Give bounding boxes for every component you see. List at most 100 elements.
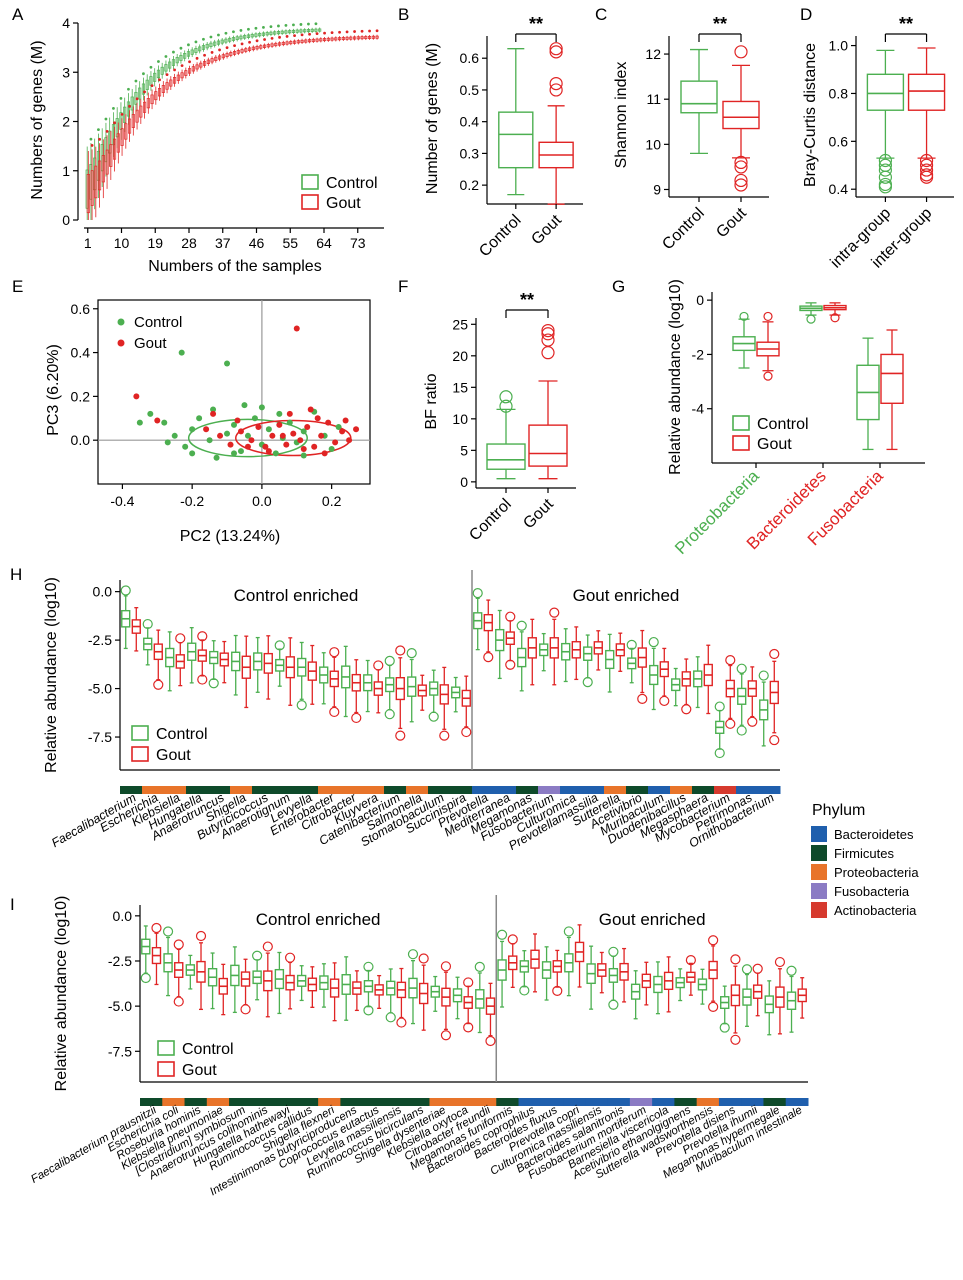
taxon-box-control (207, 952, 218, 1010)
legend-label-gout: Gout (326, 195, 361, 212)
taxon-box-control (648, 636, 659, 711)
section-label-control: Control enriched (256, 910, 381, 929)
rarefaction-box (183, 53, 187, 59)
rarefaction-box (310, 28, 314, 32)
rarefaction-outlier (210, 51, 214, 54)
rarefaction-box (300, 39, 304, 43)
taxon-box-gout (507, 934, 518, 988)
phylum-bar-segment (607, 1098, 631, 1106)
rarefaction-outlier (240, 42, 244, 46)
scatter-point-control (237, 448, 244, 455)
rarefaction-outlier (217, 33, 220, 37)
outlier-point (608, 999, 619, 1010)
scatter-point-control (231, 450, 237, 457)
scatter-point-gout (248, 437, 255, 444)
outlier-point (296, 700, 307, 711)
rarefaction-outlier (248, 40, 251, 44)
phylum-bar-segment (251, 1098, 275, 1106)
panel-c: C 9 10 11 12 Control Gout ** Shannon index (595, 5, 769, 253)
outlier-point (463, 1022, 474, 1033)
scatter-point-control (196, 415, 203, 422)
rarefaction-box (360, 36, 364, 40)
outlier-point (541, 324, 555, 338)
phylum-bar-segment (273, 1098, 297, 1106)
outlier-point (485, 1035, 496, 1047)
scatter-point-gout (283, 441, 290, 448)
rarefaction-outlier (330, 31, 334, 35)
outlier-point (708, 935, 719, 946)
rarefaction-box (225, 53, 229, 57)
taxon-box-control (274, 640, 285, 687)
taxon-box-gout (619, 947, 629, 1003)
tick-label: 0.4 (829, 181, 849, 197)
outlier-point (252, 950, 263, 961)
rarefaction-box (375, 35, 379, 39)
rarefaction-box (101, 155, 105, 183)
rarefaction-box (319, 38, 323, 42)
rarefaction-box (165, 82, 169, 90)
box-iqr (498, 111, 534, 169)
rarefaction-box (240, 49, 244, 53)
box-iqr (680, 80, 718, 114)
scatter-point-control (244, 432, 251, 439)
tick-label: 0.6 (829, 133, 849, 149)
panel-i: I 0.0 -2.5 -5.0 -7.5 Control enriched Gout enr… (10, 895, 809, 1198)
phylum-swatch-fusobacteria (811, 883, 827, 899)
rarefaction-box (156, 69, 160, 79)
outlier-point (919, 163, 934, 177)
outlier-point (734, 173, 748, 188)
phylum-bar-segment (252, 786, 275, 794)
outlier-point (786, 965, 797, 976)
phylum-bar-segment (604, 786, 627, 794)
taxon-box-gout (439, 666, 450, 741)
rarefaction-box (124, 123, 128, 140)
outlier-point (274, 640, 285, 651)
rarefaction-outlier (179, 46, 183, 50)
scatter-point-gout (318, 432, 325, 439)
tick-label: -7.5 (108, 1043, 132, 1059)
taxon-box-control (231, 634, 241, 696)
rarefaction-outlier (119, 96, 123, 100)
category-label: Gout (713, 204, 750, 241)
phylum-bar-segment (340, 1098, 364, 1106)
taxon-box-gout (173, 939, 184, 1007)
scatter-point-gout (300, 445, 307, 452)
phylum-bar-segment (274, 786, 297, 794)
outlier-point (763, 311, 773, 322)
phylum-bar-segment (206, 1098, 230, 1106)
rarefaction-box (345, 36, 349, 40)
y-axis-title: PC3 (6.20%) (45, 344, 62, 436)
outlier-point (373, 660, 384, 671)
rarefaction-box (311, 38, 315, 42)
tick-label: -2.5 (108, 953, 132, 969)
taxon-box-gout (219, 640, 229, 684)
taxon-box-gout (769, 648, 780, 746)
scatter-point-gout (293, 325, 300, 332)
scatter-point-control (224, 430, 231, 437)
taxon-box-gout (263, 635, 273, 700)
rarefaction-box (280, 30, 284, 34)
phylum-bar-segment (758, 786, 781, 794)
rarefaction-box (135, 109, 139, 123)
box-gout-proteobacteria (756, 311, 780, 381)
outlier-point (440, 961, 452, 972)
tick-label: 19 (147, 235, 163, 251)
rarefaction-box (205, 43, 209, 49)
tick-label: -2 (692, 346, 705, 362)
rarefaction-box (288, 30, 292, 34)
phylum-swatch-firmicutes (811, 845, 827, 861)
taxon-box-gout (352, 970, 362, 1012)
rarefaction-outlier (307, 22, 310, 26)
y-axis-title: BF ratio (423, 373, 440, 429)
tick-label: -0.2 (180, 493, 204, 509)
rarefaction-outlier (203, 53, 206, 57)
taxon-box-gout (681, 658, 692, 715)
taxon-box-gout (593, 630, 603, 671)
rarefaction-box (235, 36, 239, 40)
rarefaction-box (281, 41, 285, 46)
taxon-box-gout (703, 644, 713, 715)
significance-label: ** (529, 14, 543, 34)
tick-label: 11 (646, 91, 661, 107)
rarefaction-box (214, 56, 218, 61)
rarefaction-box (194, 48, 198, 53)
